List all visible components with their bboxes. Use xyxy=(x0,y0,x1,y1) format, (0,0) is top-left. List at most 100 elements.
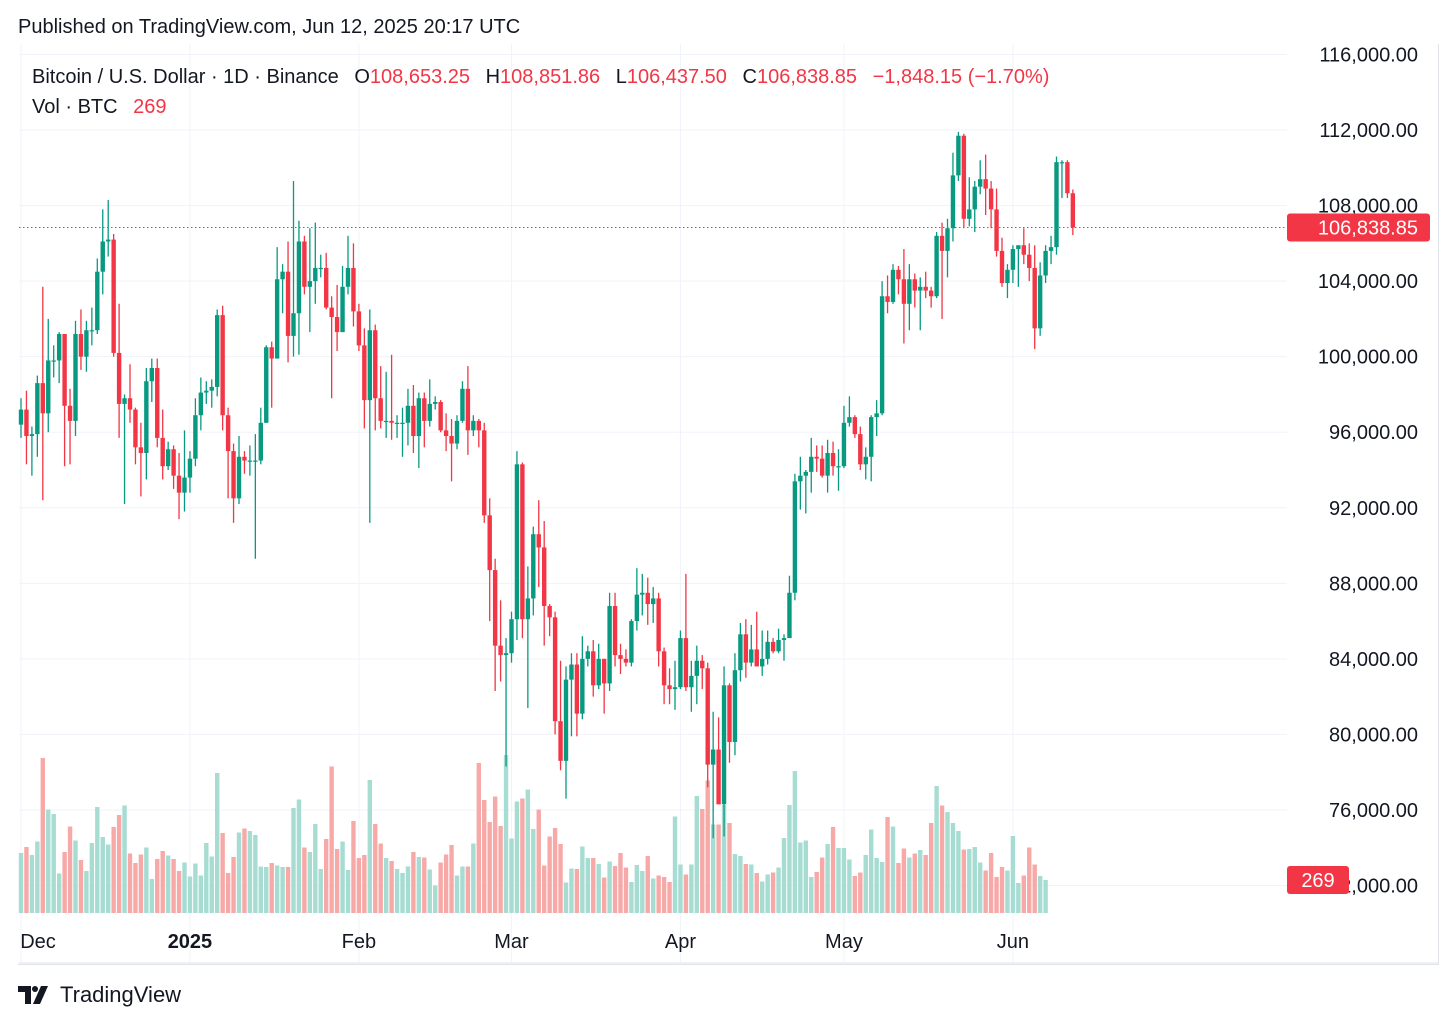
time-tick-label: Mar xyxy=(494,931,529,953)
candle xyxy=(356,303,362,352)
candle-body xyxy=(825,453,830,476)
candle xyxy=(563,666,569,799)
candle xyxy=(492,558,498,691)
candle-body xyxy=(100,241,105,272)
candle-body xyxy=(1010,249,1016,270)
candle xyxy=(732,653,738,756)
candle xyxy=(247,445,253,476)
volume-bar xyxy=(187,876,193,913)
candle xyxy=(601,658,607,714)
volume-bar xyxy=(809,877,814,913)
candle xyxy=(547,604,552,637)
candle xyxy=(509,611,514,663)
price-tick-label: 92,000.00 xyxy=(1329,498,1418,520)
volume-bar xyxy=(324,839,329,913)
candle-body xyxy=(852,417,858,435)
candle xyxy=(165,441,171,470)
volume-bar xyxy=(569,868,574,913)
volume-bar xyxy=(394,869,400,913)
last-volume-badge xyxy=(1287,866,1349,894)
volume-bar xyxy=(29,855,35,913)
open-value: 108,653.25 xyxy=(369,66,471,88)
candle-body xyxy=(988,188,994,210)
candle-body xyxy=(967,209,972,219)
candle xyxy=(378,366,383,429)
candle-body xyxy=(1027,254,1032,268)
candle xyxy=(716,717,721,805)
volume-bar xyxy=(1016,883,1021,913)
candle xyxy=(400,407,405,457)
volume-bar xyxy=(700,809,705,913)
candle-body xyxy=(171,449,176,476)
volume-bar xyxy=(738,856,743,913)
price-axis: 116,000.00 112,000.00 108,000.00 104,000.00… xyxy=(1287,45,1430,898)
volume-bar xyxy=(896,863,901,913)
volume-bar xyxy=(819,857,825,913)
candle xyxy=(972,181,977,233)
candle-body xyxy=(923,286,928,291)
candle-body xyxy=(830,453,836,467)
candle-body xyxy=(629,621,634,663)
volume-bar xyxy=(460,866,465,913)
candle xyxy=(525,566,531,708)
candle xyxy=(727,683,732,763)
candle-body xyxy=(106,239,111,242)
candle xyxy=(269,341,274,408)
candle xyxy=(694,645,699,705)
candle xyxy=(852,415,858,438)
volume-bar xyxy=(351,821,356,913)
price-tick-label: 112,000.00 xyxy=(1319,120,1418,142)
candle xyxy=(318,254,323,278)
candle-body xyxy=(405,405,411,423)
candle-body xyxy=(874,413,879,418)
footer-brand[interactable]: TradingView xyxy=(18,982,181,1008)
candle xyxy=(345,235,351,295)
last-price-badge xyxy=(1287,213,1430,242)
volume-bar xyxy=(869,829,874,913)
candle-body xyxy=(127,398,133,410)
price-tick-label: 88,000.00 xyxy=(1329,573,1418,595)
candle-body xyxy=(743,634,749,663)
volume-bar xyxy=(220,833,225,913)
candle xyxy=(819,445,825,478)
candle xyxy=(988,181,994,229)
candle-body xyxy=(56,334,62,361)
candle xyxy=(24,390,29,465)
candle xyxy=(329,296,334,399)
volume-bar xyxy=(918,850,923,913)
candle xyxy=(710,711,716,839)
candle xyxy=(803,470,808,514)
candle-body xyxy=(138,447,144,454)
candle xyxy=(220,305,225,431)
volume-bar xyxy=(253,835,258,913)
candle xyxy=(334,284,340,352)
candle xyxy=(127,364,133,423)
candle-body xyxy=(689,675,694,688)
candle-body xyxy=(814,456,819,459)
volume-bar xyxy=(176,871,182,913)
candle-body xyxy=(841,422,847,467)
volume-bar xyxy=(454,875,460,913)
candle-body xyxy=(738,634,743,671)
symbol-title[interactable]: Bitcoin / U.S. Dollar · 1D · Binance xyxy=(32,66,339,88)
candle-body xyxy=(144,381,149,454)
candle xyxy=(144,368,149,480)
candle-body xyxy=(879,296,885,414)
volume-bar xyxy=(345,870,351,913)
candle xyxy=(689,660,694,712)
volume-bar xyxy=(334,849,340,913)
candle-body xyxy=(912,279,917,291)
candle-body xyxy=(84,330,89,357)
volume-bar xyxy=(1027,847,1032,913)
close-label: C xyxy=(742,66,757,88)
candle xyxy=(623,649,629,667)
volume-bars xyxy=(18,755,1048,913)
candle xyxy=(1037,262,1043,336)
candle-body xyxy=(291,313,296,336)
candle-body xyxy=(999,250,1005,284)
candle xyxy=(749,624,754,667)
volume-bar xyxy=(24,847,29,913)
volume-bar xyxy=(1010,836,1016,913)
time-tick-label: Jun xyxy=(997,931,1029,953)
